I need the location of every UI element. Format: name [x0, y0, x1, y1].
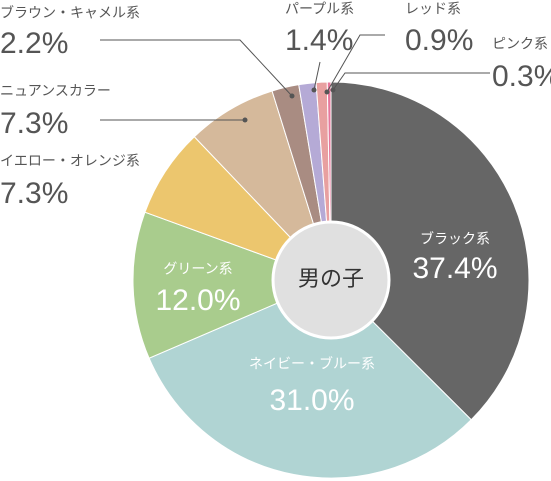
slice-name: ブラウン・キャメル系: [0, 5, 140, 21]
slice-value: 31.0%: [269, 384, 354, 417]
leader-line: [100, 39, 293, 97]
pie-slice: [330, 81, 530, 421]
slice-value: 7.3%: [0, 177, 68, 210]
leader-line: [313, 61, 321, 91]
slice-name: ブラック系: [420, 231, 490, 247]
center-label: 男の子: [298, 266, 364, 291]
slice-name: パープル系: [285, 1, 354, 17]
leader-dot: [289, 93, 295, 99]
slice-value: 7.3%: [0, 107, 68, 140]
pie-slice: [148, 279, 472, 479]
leader-line: [332, 72, 490, 91]
center-circle: [271, 220, 391, 340]
slice-value: 0.3%: [492, 60, 551, 93]
slice-value: 37.4%: [412, 252, 497, 285]
slice-name: イエロー・オレンジ系: [0, 153, 140, 169]
slice-value: 0.9%: [405, 24, 473, 57]
leader-line: [326, 34, 385, 93]
leader-dot: [311, 87, 317, 93]
slice-name: レッド系: [405, 1, 461, 17]
leader-dot: [330, 87, 336, 93]
slice-name: ネイビー・ブルー系: [249, 356, 375, 372]
slice-name: ニュアンスカラー: [0, 83, 111, 99]
pie-slice: [132, 211, 333, 359]
slice-value: 12.0%: [155, 284, 240, 317]
slice-value: 1.4%: [285, 24, 353, 57]
leader-dot: [242, 117, 248, 123]
slice-name: グリーン系: [163, 261, 232, 277]
slice-value: 2.2%: [0, 27, 68, 60]
leader-dot: [324, 89, 330, 95]
slice-name: ピンク系: [492, 36, 548, 52]
